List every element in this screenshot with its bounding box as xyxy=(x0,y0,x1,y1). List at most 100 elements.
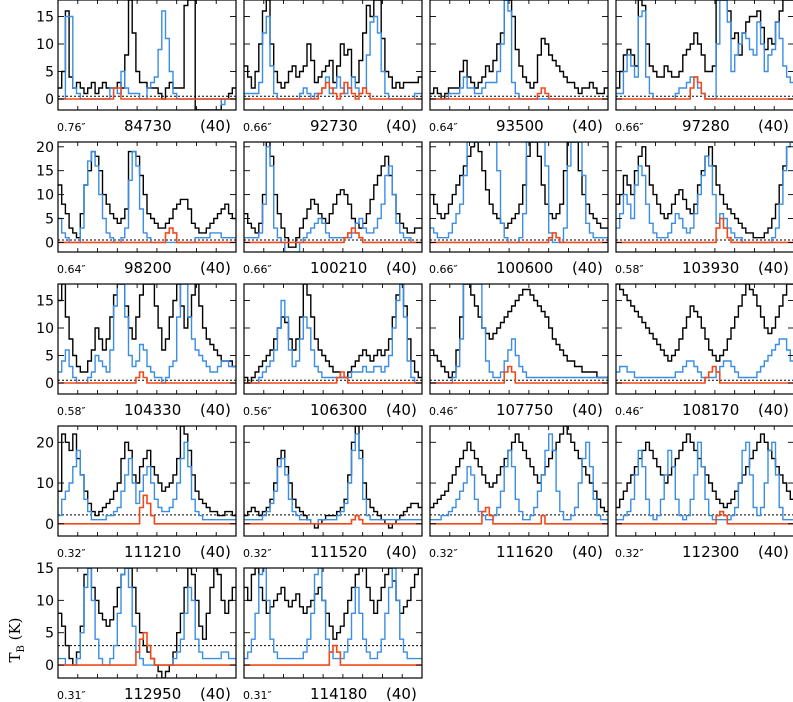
model-species-spectrum xyxy=(244,644,422,666)
beam-size-label: 0.66″ xyxy=(243,263,272,276)
linewidth-label: (40) xyxy=(758,401,789,419)
y-tick-label: 0 xyxy=(45,517,54,533)
model-species-spectrum xyxy=(58,631,236,666)
linewidth-label: (40) xyxy=(758,543,789,561)
y-tick-label: 0 xyxy=(45,658,54,674)
beam-size-label: 0.76″ xyxy=(57,121,86,134)
panel-data xyxy=(58,150,236,244)
panel-data xyxy=(244,0,422,100)
frequency-label: 84730 xyxy=(124,117,172,135)
frequency-label: 100600 xyxy=(496,259,553,277)
observed-spectrum xyxy=(58,284,236,373)
linewidth-label: (40) xyxy=(572,543,603,561)
model-species-spectrum xyxy=(430,365,608,384)
linewidth-label: (40) xyxy=(200,259,231,277)
observed-spectrum xyxy=(616,284,793,362)
beam-size-label: 0.32″ xyxy=(57,547,86,560)
y-tick-label: 15 xyxy=(36,561,54,577)
linewidth-label: (40) xyxy=(386,259,417,277)
panel-data xyxy=(616,0,793,100)
model-total-spectrum xyxy=(616,142,793,244)
y-tick-label: 0 xyxy=(45,92,54,108)
panel-frame xyxy=(243,425,423,537)
beam-size-label: 0.46″ xyxy=(615,405,644,418)
model-species-spectrum xyxy=(430,506,608,525)
linewidth-label: (40) xyxy=(200,685,231,702)
spectrum-panel-114180: 0.31″ 114180 (40) xyxy=(243,567,423,702)
linewidth-label: (40) xyxy=(758,259,789,277)
panel-data xyxy=(430,284,608,384)
panel-frame xyxy=(429,425,609,537)
panel-frame xyxy=(57,425,237,537)
y-tick-label: 20 xyxy=(36,435,54,451)
linewidth-label: (40) xyxy=(200,401,231,419)
model-total-spectrum xyxy=(430,284,608,384)
frequency-label: 112300 xyxy=(682,543,739,561)
panel-data xyxy=(616,284,793,384)
y-tick-label: 15 xyxy=(36,164,54,180)
frequency-label: 103930 xyxy=(682,259,739,277)
observed-spectrum xyxy=(58,0,236,110)
model-total-spectrum xyxy=(430,142,608,244)
model-total-spectrum xyxy=(244,284,422,384)
y-tick-label: 5 xyxy=(45,626,54,642)
panel-data xyxy=(616,142,793,244)
panel-frame xyxy=(57,0,237,111)
y-tick-label: 10 xyxy=(36,321,54,337)
model-total-spectrum xyxy=(430,433,608,521)
linewidth-label: (40) xyxy=(572,259,603,277)
linewidth-label: (40) xyxy=(572,117,603,135)
spectrum-panel-84730: 0 5 10 15 0.76″ 84730 (40) xyxy=(36,0,237,135)
model-species-spectrum xyxy=(244,514,422,525)
panel-frame xyxy=(243,283,423,395)
linewidth-label: (40) xyxy=(758,117,789,135)
linewidth-label: (40) xyxy=(572,401,603,419)
y-tick-label: 10 xyxy=(36,188,54,204)
frequency-label: 111620 xyxy=(496,543,553,561)
frequency-label: 107750 xyxy=(496,401,553,419)
observed-spectrum xyxy=(244,284,422,384)
panel-data xyxy=(58,284,236,384)
model-species-spectrum xyxy=(58,227,236,244)
panel-data xyxy=(58,426,236,525)
observed-spectrum xyxy=(244,426,422,529)
panel-data xyxy=(244,568,422,666)
model-species-spectrum xyxy=(244,81,422,100)
panel-frame xyxy=(57,567,237,679)
panel-frame xyxy=(615,141,793,253)
beam-size-label: 0.66″ xyxy=(243,121,272,134)
model-species-spectrum xyxy=(244,371,422,384)
panel-data xyxy=(58,0,236,110)
model-species-spectrum xyxy=(616,510,793,525)
spectrum-panel-111620: 0.32″ 111620 (40) xyxy=(429,425,609,561)
model-total-spectrum xyxy=(244,146,422,252)
beam-size-label: 0.56″ xyxy=(243,405,272,418)
linewidth-label: (40) xyxy=(386,401,417,419)
y-tick-label: 20 xyxy=(36,140,54,156)
spectrum-panel-98200: 0 5 10 15 20 0.64″ 98200 (40) xyxy=(36,140,237,277)
panel-frame xyxy=(57,283,237,395)
frequency-label: 106300 xyxy=(310,401,367,419)
panel-data xyxy=(430,426,608,525)
y-tick-label: 0 xyxy=(45,376,54,392)
beam-size-label: 0.58″ xyxy=(615,263,644,276)
beam-size-label: 0.31″ xyxy=(243,689,272,702)
beam-size-label: 0.64″ xyxy=(429,121,458,134)
linewidth-label: (40) xyxy=(200,543,231,561)
frequency-label: 97280 xyxy=(682,117,730,135)
linewidth-label: (40) xyxy=(386,543,417,561)
model-total-spectrum xyxy=(244,568,422,660)
panel-data xyxy=(244,426,422,529)
panel-frame xyxy=(243,567,423,679)
observed-spectrum xyxy=(430,0,608,100)
frequency-label: 108170 xyxy=(682,401,739,419)
spectrum-panel-100210: 0.66″ 100210 (40) xyxy=(243,141,423,277)
panel-data xyxy=(430,0,608,100)
beam-size-label: 0.32″ xyxy=(243,547,272,560)
spectrum-panel-100600: 0.66″ 100600 (40) xyxy=(429,141,609,277)
model-species-spectrum xyxy=(58,371,236,384)
spectrum-panel-92730: 0.66″ 92730 (40) xyxy=(243,0,423,135)
panel-frame xyxy=(243,0,423,111)
panel-data xyxy=(244,142,422,252)
